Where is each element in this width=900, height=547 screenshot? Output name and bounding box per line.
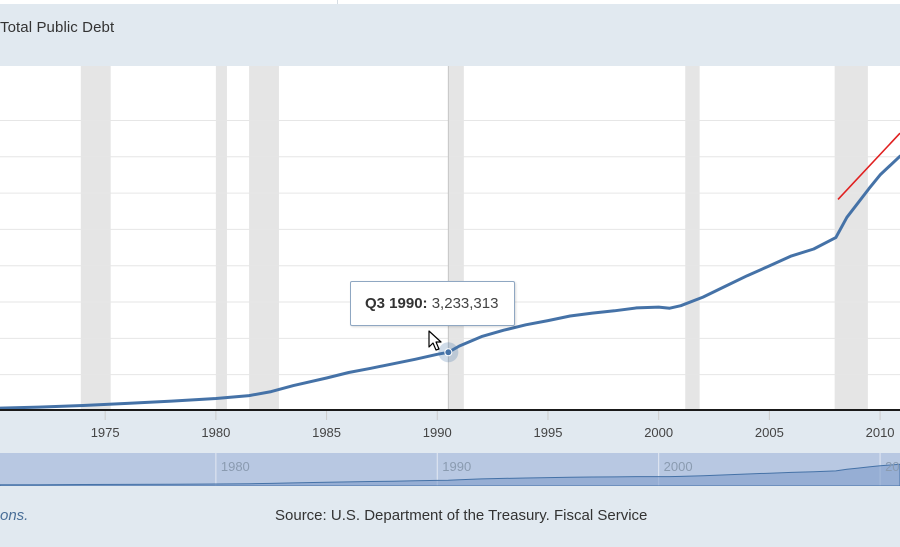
navigator-label-1990: 1990	[442, 459, 471, 474]
recession-band-5	[834, 66, 868, 411]
recession-bands	[80, 66, 868, 411]
navigator-label-2010: 20	[885, 459, 899, 474]
x-tick-label-1995: 1995	[534, 425, 563, 440]
tooltip-value: 3,233,313	[431, 295, 499, 312]
recession-band-0	[80, 66, 111, 411]
tooltip-label: Q3 1990:	[365, 295, 428, 312]
x-tick-label-2000: 2000	[644, 425, 673, 440]
recession-band-2	[249, 66, 279, 411]
mouse-pointer-icon	[428, 330, 442, 351]
recession-band-1	[215, 66, 227, 411]
x-tick-label-1980: 1980	[201, 425, 230, 440]
hover-point[interactable]	[444, 348, 453, 357]
navigator-label-1980: 1980	[221, 459, 250, 474]
navigator-label-2000: 2000	[664, 459, 693, 474]
chart-footer	[0, 486, 900, 547]
data-tooltip: Q3 1990: 3,233,313	[350, 281, 515, 326]
recession-band-4	[685, 66, 700, 411]
x-tick-label-1975: 1975	[91, 425, 120, 440]
navigator-labels: 1980 1990 2000 20	[221, 459, 900, 474]
footer-note[interactable]: ons.	[0, 507, 29, 524]
series-title: Total Public Debt	[0, 19, 115, 36]
annotation-line[interactable]	[837, 132, 900, 201]
x-tick-label-1990: 1990	[423, 425, 452, 440]
series-line-total-public-debt[interactable]	[0, 154, 900, 410]
navigator-area	[0, 463, 900, 486]
x-tick-label-1985: 1985	[312, 425, 341, 440]
source-text: Source: U.S. Department of the Treasury.…	[275, 507, 648, 524]
top-strip-divider	[337, 0, 338, 4]
x-tick-label-2010: 2010	[866, 425, 895, 440]
chart-header	[0, 0, 900, 66]
top-strip	[0, 0, 900, 4]
x-axis-ticks: 1975 1980 1985 1990 1995 2000 2005 2010	[91, 411, 895, 440]
chart-plot[interactable]: 1975 1980 1985 1990 1995 2000 2005 2010 1980 199…	[0, 66, 900, 486]
x-tick-label-2005: 2005	[755, 425, 784, 440]
